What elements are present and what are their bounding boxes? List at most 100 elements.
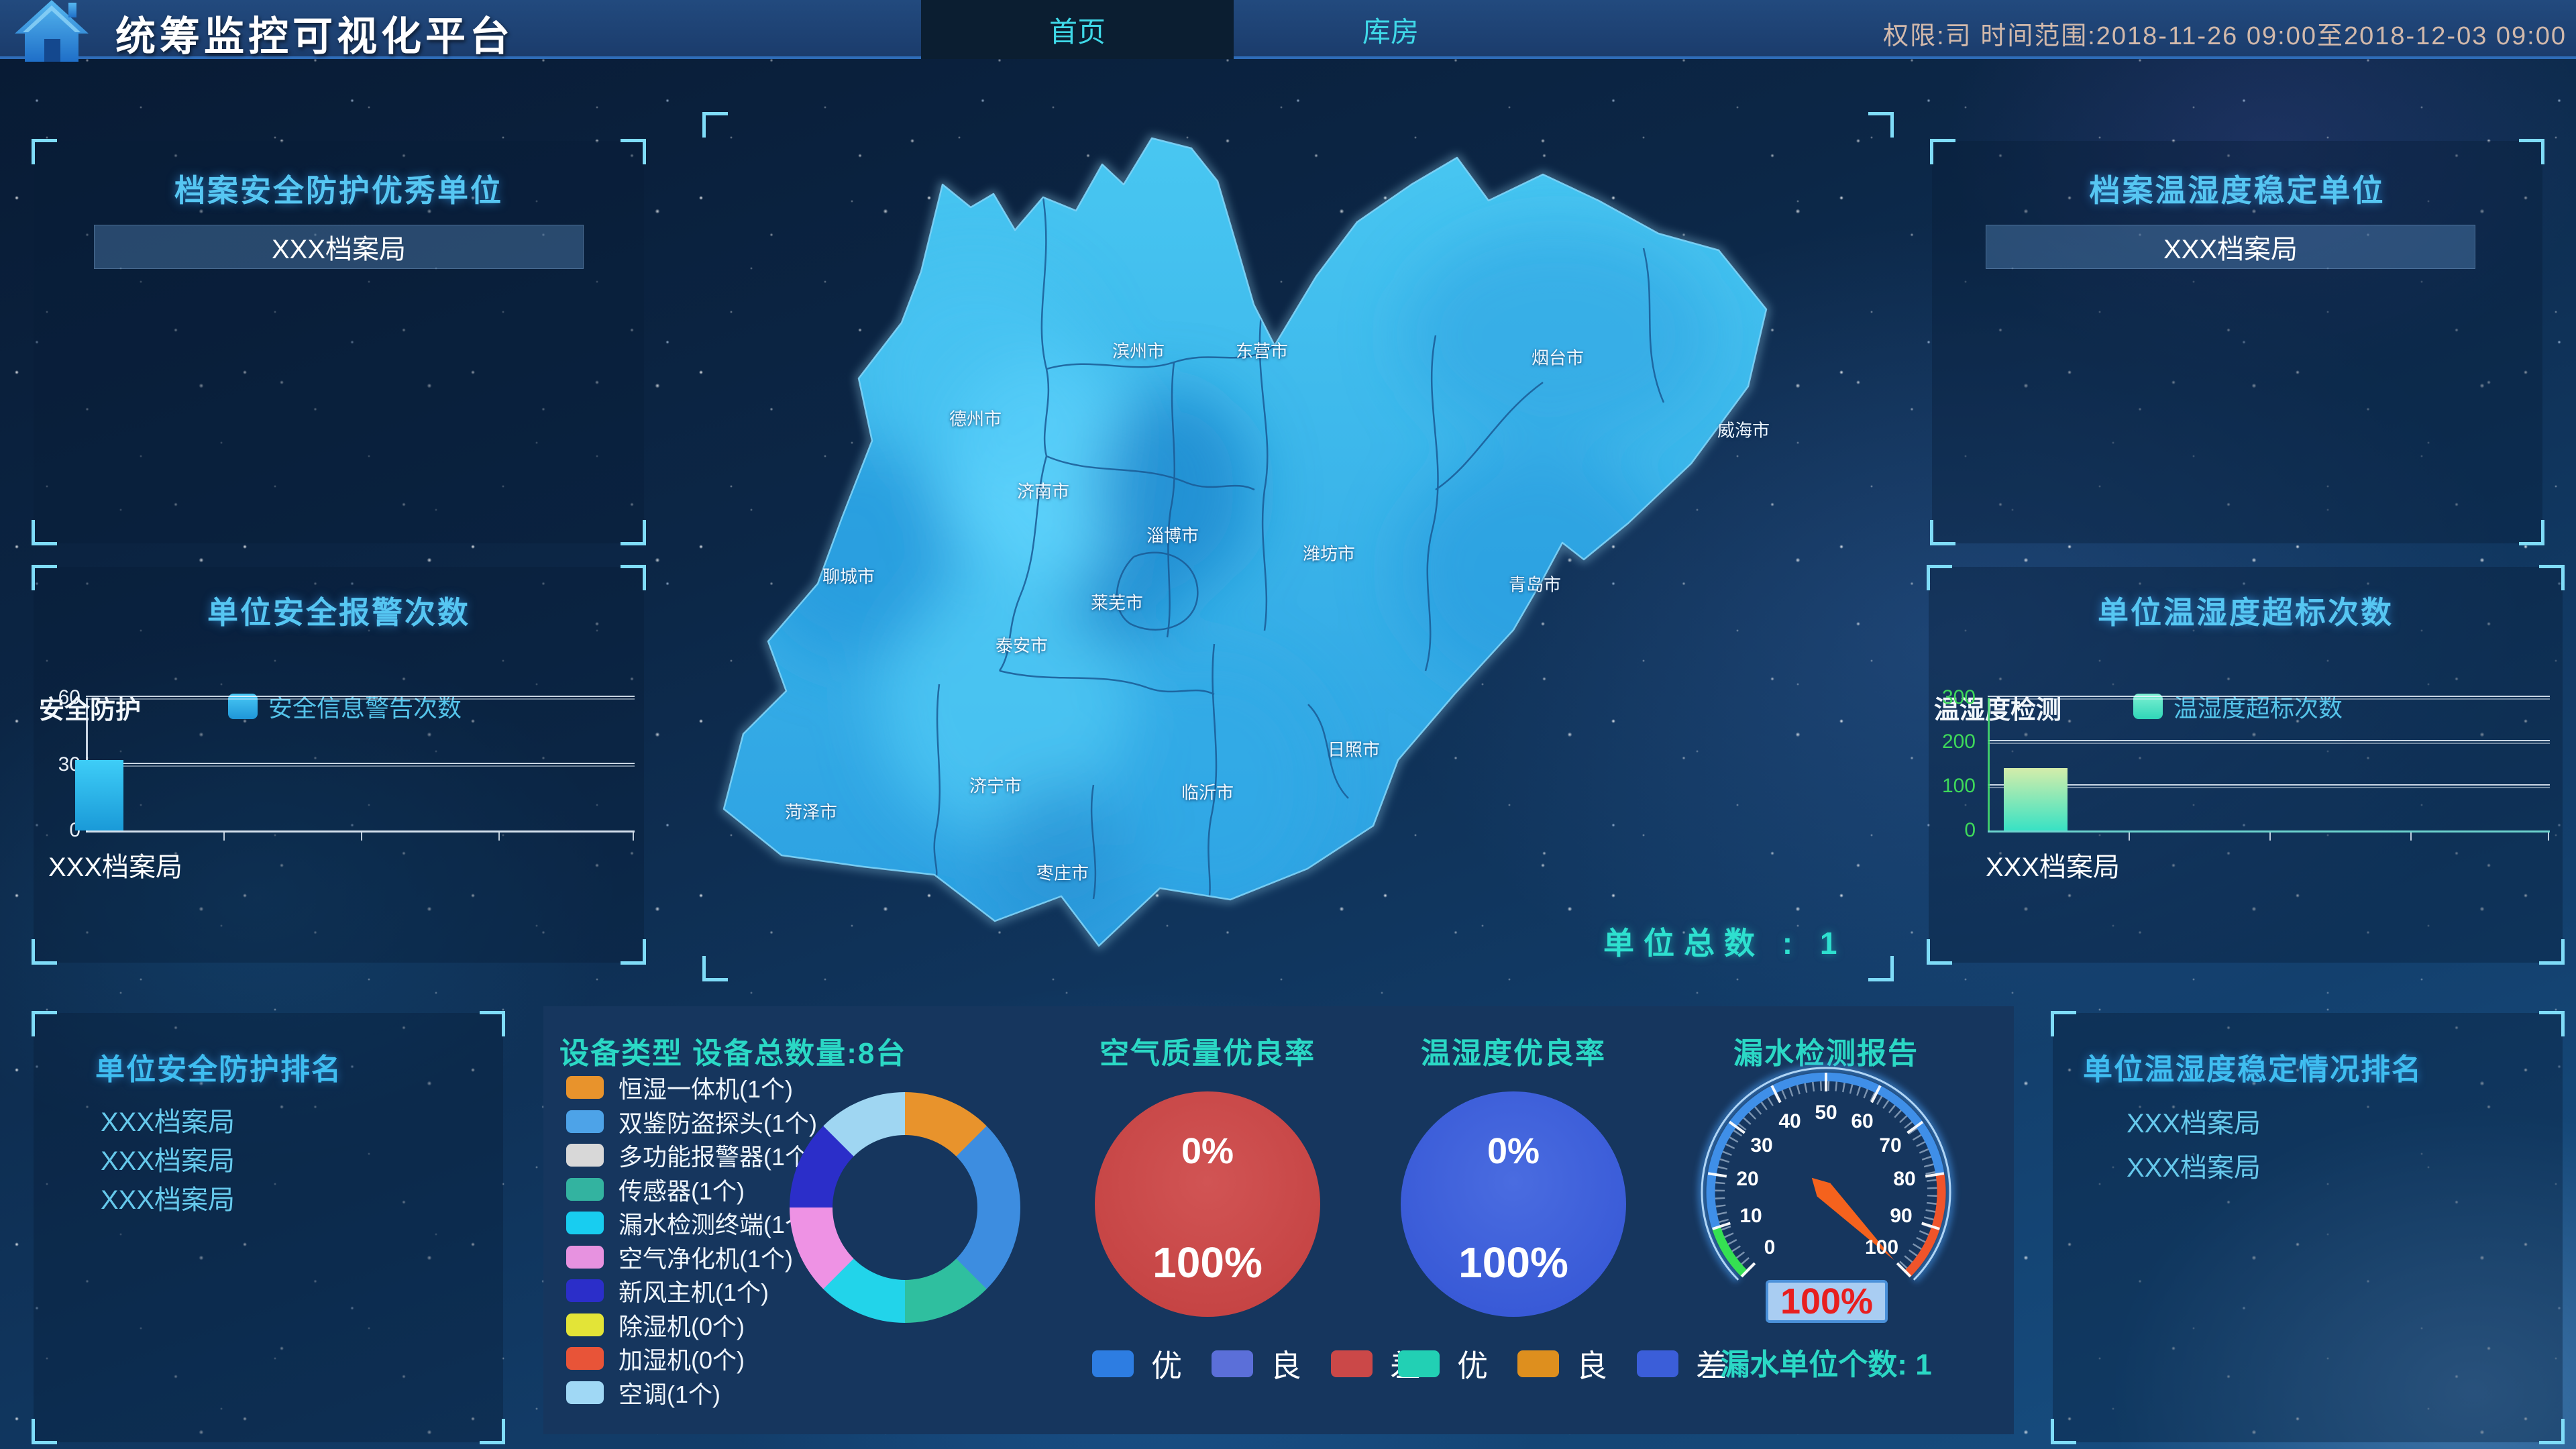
map-city-label[interactable]: 泰安市 — [995, 635, 1049, 656]
legend-swatch[interactable] — [1517, 1350, 1559, 1377]
legend-swatch[interactable] — [1212, 1350, 1253, 1377]
legend-swatch — [566, 1110, 604, 1133]
legend-swatch — [566, 1212, 604, 1235]
map-city-label[interactable]: 聊城市 — [822, 566, 875, 587]
legend-item[interactable]: 漏水检测终端(1个) — [566, 1206, 817, 1240]
shandong-map[interactable] — [704, 114, 1892, 979]
legend-label: 多功能报警器(1个) — [619, 1143, 817, 1171]
legend-label: 新风主机(1个) — [619, 1279, 769, 1307]
gridline — [1988, 740, 2550, 744]
bar-humiture-exceed[interactable] — [2004, 768, 2068, 830]
legend-item[interactable]: 空调(1个) — [566, 1376, 817, 1410]
legend-swatch — [566, 1144, 604, 1167]
map-city-label[interactable]: 济南市 — [1016, 481, 1070, 502]
device-legend: 恒湿一体机(1个) 双鉴防盗探头(1个) 多功能报警器(1个) 传感器(1个) … — [566, 1071, 817, 1409]
permission-timerange-text: 权限:司 时间范围:2018-11-26 09:00至2018-12-03 09… — [1883, 22, 2567, 50]
air-quality-pie[interactable]: 0% 100% — [1095, 1091, 1320, 1317]
gauge-tick: 90 — [1890, 1205, 1913, 1227]
bar-security-alarms[interactable] — [75, 760, 123, 830]
legend-swatch[interactable] — [1637, 1350, 1678, 1377]
legend-item[interactable]: 恒湿一体机(1个) — [566, 1071, 817, 1105]
map-city-label[interactable]: 青岛市 — [1508, 574, 1562, 595]
legend-label: 传感器(1个) — [619, 1177, 745, 1205]
y-tick: 30 — [58, 753, 80, 775]
legend-label: 除湿机(0个) — [619, 1312, 745, 1340]
donut-hole — [833, 1135, 977, 1280]
panel-security-alarm-chart: 单位安全报警次数 安全防护 安全信息警告次数 60 30 0 XXX档案局 — [32, 565, 646, 965]
legend-item[interactable]: 多功能报警器(1个) — [566, 1138, 817, 1173]
leak-unit-count: 漏水单位个数: 1 — [1720, 1348, 1932, 1381]
legend-item[interactable]: 传感器(1个) — [566, 1173, 817, 1207]
app-title: 统筹监控可视化平台 — [115, 14, 514, 59]
x-axis-line — [86, 830, 635, 833]
map-city-label[interactable]: 临沂市 — [1181, 782, 1234, 803]
total-units-text: 单位总数 : 1 — [1603, 926, 1847, 961]
panel-excellent-security-unit: 档案安全防护优秀单位 XXX档案局 — [32, 139, 646, 545]
map-city-label[interactable]: 枣庄市 — [1036, 863, 1089, 883]
legend-item[interactable]: 新风主机(1个) — [566, 1274, 817, 1308]
chart-title: 单位安全报警次数 — [207, 595, 470, 630]
tab-home[interactable]: 首页 — [921, 0, 1234, 59]
legend-swatch — [566, 1313, 604, 1336]
chart-legend[interactable]: 安全信息警告次数 — [228, 689, 462, 724]
map-city-label[interactable]: 济宁市 — [969, 775, 1022, 796]
y-axis-name: 安全防护 — [39, 696, 142, 724]
map-city-label[interactable]: 日照市 — [1327, 739, 1381, 760]
chart-legend[interactable]: 温湿度超标次数 — [2133, 689, 2343, 724]
chart-title: 单位温湿度超标次数 — [2098, 595, 2394, 630]
device-types-title: 设备类型 设备总数量:8台 — [559, 1037, 907, 1070]
map-city-label[interactable]: 潍坊市 — [1302, 543, 1356, 564]
legend-item[interactable]: 加湿机(0个) — [566, 1342, 817, 1376]
map-city-label[interactable]: 淄博市 — [1146, 525, 1199, 546]
legend-item[interactable]: 除湿机(0个) — [566, 1308, 817, 1342]
panel-humiture-exceed-chart: 单位温湿度超标次数 温湿度检测 温湿度超标次数 300 200 100 0 XX… — [1927, 565, 2565, 965]
air-quality-legend: 优 良 差 — [1092, 1342, 1433, 1386]
map-city-label[interactable]: 滨州市 — [1112, 341, 1165, 362]
gridline — [1988, 784, 2550, 788]
gauge-tick: 60 — [1851, 1110, 1874, 1132]
legend-label: 漏水检测终端(1个) — [619, 1211, 817, 1239]
tab-warehouse[interactable]: 库房 — [1362, 15, 1419, 48]
legend-swatch[interactable] — [1092, 1350, 1134, 1377]
ranking-item: XXX档案局 — [101, 1185, 235, 1215]
legend-label: 良 — [1576, 1348, 1607, 1383]
map-city-label[interactable]: 东营市 — [1235, 341, 1289, 362]
map-city-label[interactable]: 威海市 — [1717, 420, 1770, 441]
humiture-rate-pie[interactable]: 0% 100% — [1401, 1091, 1626, 1317]
map-city-label[interactable]: 莱芜市 — [1090, 592, 1144, 613]
pie-label-zero: 0% — [1487, 1131, 1540, 1171]
y-axis-line — [1988, 698, 1990, 830]
map-city-label[interactable]: 烟台市 — [1531, 347, 1585, 368]
legend-label: 良 — [1271, 1348, 1301, 1383]
home-icon[interactable] — [9, 0, 94, 63]
y-tick: 0 — [34, 819, 80, 842]
gridline — [86, 696, 635, 700]
panel-title: 档案安全防护优秀单位 — [174, 173, 503, 208]
panel-security-ranking: 单位安全防护排名 XXX档案局 XXX档案局 XXX档案局 — [32, 1011, 505, 1444]
legend-swatch — [566, 1245, 604, 1269]
ranking-item: XXX档案局 — [2127, 1153, 2261, 1183]
legend-label: 空气净化机(1个) — [619, 1244, 793, 1273]
legend-item[interactable]: 双鉴防盗探头(1个) — [566, 1105, 817, 1139]
device-donut-ring[interactable] — [790, 1092, 1020, 1323]
legend-label: 优 — [1151, 1348, 1182, 1383]
legend-item[interactable]: 空气净化机(1个) — [566, 1240, 817, 1275]
map-city-label[interactable]: 德州市 — [949, 409, 1002, 429]
unit-list-item[interactable]: XXX档案局 — [94, 225, 584, 269]
legend-label: 恒湿一体机(1个) — [619, 1075, 793, 1104]
pie-label-hundred: 100% — [1458, 1238, 1568, 1287]
legend-swatch[interactable] — [1331, 1350, 1373, 1377]
legend-label: 差 — [1696, 1348, 1727, 1383]
legend-label: 空调(1个) — [619, 1380, 720, 1408]
shandong-map-panel: 滨州市 东营市 烟台市 威海市 德州市 济南市 淄博市 潍坊市 青岛市 聊城市 … — [702, 112, 1894, 981]
gauge-tick: 80 — [1893, 1168, 1916, 1190]
panel-title: 档案温湿度稳定单位 — [2089, 173, 2385, 208]
legend-label: 温湿度超标次数 — [2174, 694, 2343, 722]
gauge-tick: 30 — [1750, 1134, 1773, 1157]
legend-swatch[interactable] — [1398, 1350, 1440, 1377]
map-city-label[interactable]: 菏泽市 — [784, 802, 838, 822]
unit-list-item[interactable]: XXX档案局 — [1986, 225, 2475, 269]
x-category-label: XXX档案局 — [48, 853, 183, 882]
air-quality-title: 空气质量优良率 — [1099, 1037, 1316, 1070]
